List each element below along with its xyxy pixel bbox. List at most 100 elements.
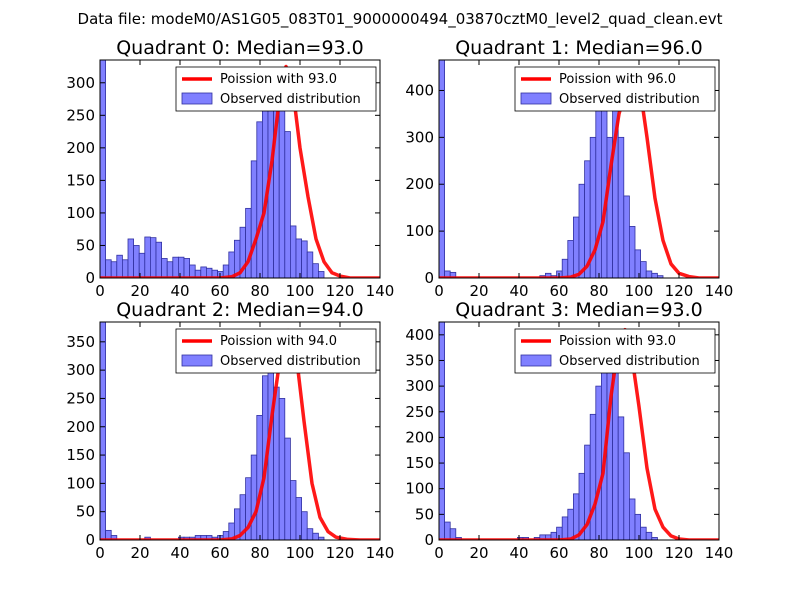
quadrant-1-legend-poisson-label: Poission with 96.0 — [559, 72, 676, 87]
quadrant-2-y-tick-label: 200 — [66, 418, 95, 436]
quadrant-0-y-tick-label: 250 — [66, 106, 95, 124]
quadrant-2-legend: Poission with 94.0 Observed distribution — [175, 328, 377, 374]
quadrant-1-legend-observed-label: Observed distribution — [559, 92, 700, 107]
quadrant-2-x-tick-label: 100 — [286, 544, 315, 562]
quadrant-0-histogram-bar — [284, 131, 291, 278]
quadrant-3-legend-observed-label: Observed distribution — [559, 354, 700, 369]
quadrant-2-x-tick-label: 120 — [326, 544, 355, 562]
quadrant-3-histogram-bar — [439, 322, 445, 540]
quadrant-0-histogram-bar — [278, 90, 286, 278]
quadrant-0-legend-observed-label: Observed distribution — [220, 92, 361, 107]
quadrant-0-y-tick-label: 50 — [76, 236, 95, 254]
quadrant-2-x-tick-label: 80 — [250, 544, 269, 562]
quadrant-0-histogram-bar — [127, 238, 134, 278]
quadrant-0-histogram-bar — [256, 121, 263, 278]
quadrant-1-x-tick-label: 120 — [665, 282, 694, 300]
quadrant-3-x-tick-label: 120 — [665, 544, 694, 562]
quadrant-0-legend-poisson-label: Poission with 93.0 — [220, 72, 337, 87]
quadrant-2-y-tick-label: 100 — [66, 474, 95, 492]
quadrant-2-legend-poisson-label: Poission with 94.0 — [220, 334, 337, 349]
quadrant-1-legend-bar-swatch — [520, 92, 552, 105]
quadrant-2-histogram-bar — [284, 437, 291, 540]
quadrant-0-histogram-bar — [100, 60, 106, 278]
quadrant-0-histogram-bar — [183, 258, 190, 278]
quadrant-0-x-tick-label: 60 — [210, 282, 229, 300]
quadrant-3-y-tick-label: 200 — [405, 428, 434, 446]
quadrant-0-x-tick-label: 140 — [366, 282, 395, 300]
quadrant-0-histogram-bar — [161, 258, 168, 278]
quadrant-3-y-tick-label: 300 — [405, 377, 434, 395]
quadrant-3-y-tick-label: 50 — [415, 505, 434, 523]
quadrant-0-plot-area — [100, 60, 380, 278]
quadrant-2-y-tick-label: 150 — [66, 446, 95, 464]
quadrant-2-y-tick-label: 0 — [85, 531, 95, 549]
quadrant-1-title: Quadrant 1: Median=96.0 — [455, 37, 703, 59]
quadrant-0-y-tick-label: 150 — [66, 171, 95, 189]
quadrant-3-y-tick-label: 100 — [405, 480, 434, 498]
quadrant-0-x-tick-label: 40 — [170, 282, 189, 300]
quadrant-0-y-tick-label: 200 — [66, 139, 95, 157]
quadrant-3-y-tick-label: 400 — [405, 326, 434, 344]
quadrant-2-x-tick-label: 20 — [130, 544, 149, 562]
quadrant-0-legend: Poission with 93.0 Observed distribution — [175, 66, 377, 112]
quadrant-0-histogram-bar — [250, 160, 258, 278]
quadrant-1-histogram-bar — [561, 258, 569, 278]
quadrant-2-histogram-bar — [306, 528, 314, 540]
quadrant-1-histogram-bar — [573, 216, 580, 278]
quadrant-0-axes-frame — [99, 59, 381, 279]
quadrant-3-histogram-bar — [623, 452, 630, 540]
quadrant-1-histogram-bar — [629, 226, 636, 278]
quadrant-1-x-tick-label: 80 — [589, 282, 608, 300]
quadrant-0-x-tick-label: 120 — [326, 282, 355, 300]
quadrant-3-histogram-bar — [589, 413, 597, 540]
quadrant-2-panel: 0 20 40 60 80 100 120 140 0 50 100 150 200 250 300 350 Q… — [66, 299, 394, 562]
quadrant-2-x-tick-label: 0 — [95, 544, 105, 562]
quadrant-2-histogram-bar — [301, 511, 308, 540]
figure-suptitle: Data file: modeM0/AS1G05_083T01_90000004… — [78, 10, 723, 29]
quadrant-1-histogram-bar — [623, 195, 630, 278]
quadrant-2-histogram-bar — [278, 398, 286, 540]
quadrant-0-histogram-bar — [289, 225, 297, 278]
panels: 0 20 40 60 80 100 120 140050100150200250300Quad… — [66, 37, 733, 562]
quadrant-2-axes-frame — [99, 321, 381, 541]
quadrant-3-x-tick-label: 0 — [434, 544, 444, 562]
quadrant-3-x-tick-label: 60 — [549, 544, 568, 562]
quadrant-3-histogram-bar — [567, 508, 574, 540]
quadrant-1-x-tick-label: 40 — [509, 282, 528, 300]
quadrant-3-legend-poisson-label: Poission with 93.0 — [559, 334, 676, 349]
quadrant-1-panel: 0 20 40 60 80 100 120 140 0 100 200 300 400 Quadrant … — [405, 37, 733, 300]
quadrant-3-histogram-bar — [444, 521, 451, 540]
quadrant-0-x-tick-label: 80 — [250, 282, 269, 300]
quadrant-1-y-tick-label: 100 — [405, 222, 434, 240]
quadrant-0-legend-bar-swatch — [181, 92, 213, 105]
quadrant-3-y-tick-label: 250 — [405, 403, 434, 421]
quadrant-3-y-tick-label: 150 — [405, 454, 434, 472]
quadrant-0-histogram-bar — [149, 237, 157, 278]
quadrant-1-histogram-bar — [578, 183, 585, 278]
quadrant-2-y-tick-label: 350 — [66, 333, 95, 351]
quadrant-0-x-tick-label: 0 — [95, 282, 105, 300]
quadrant-2-histogram-bar — [250, 454, 258, 540]
quadrant-1-axes-frame — [438, 59, 720, 279]
quadrant-3-y-tick-label: 350 — [405, 351, 434, 369]
quadrant-1-x-tick-label: 20 — [469, 282, 488, 300]
quadrant-2-histogram-bar — [256, 415, 263, 540]
quadrant-3-histogram-bar — [640, 526, 647, 540]
quadrant-0-histogram-bar — [166, 261, 174, 278]
quadrant-1-histogram-bar — [640, 261, 647, 278]
quadrant-1-y-tick-label: 200 — [405, 175, 434, 193]
quadrant-2-histogram-bar — [100, 322, 106, 540]
quadrant-0-y-tick-label: 0 — [85, 269, 95, 287]
quadrant-2-histogram-bar — [312, 532, 319, 540]
quadrant-1-histogram-bar — [595, 108, 602, 278]
quadrant-2-legend-bar-swatch — [181, 354, 213, 367]
quadrant-3-histogram-bar — [617, 416, 625, 540]
quadrant-1-x-tick-label: 0 — [434, 282, 444, 300]
quadrant-3-histogram-bar — [645, 531, 653, 540]
quadrant-3-histogram-bar — [634, 513, 641, 540]
quadrant-3-histogram-bar — [573, 493, 580, 540]
quadrant-0-histogram-bar — [172, 256, 179, 278]
quadrant-3-histogram-bar — [651, 537, 658, 540]
quadrant-2-y-tick-label: 250 — [66, 389, 95, 407]
quadrant-1-x-tick-label: 140 — [705, 282, 734, 300]
